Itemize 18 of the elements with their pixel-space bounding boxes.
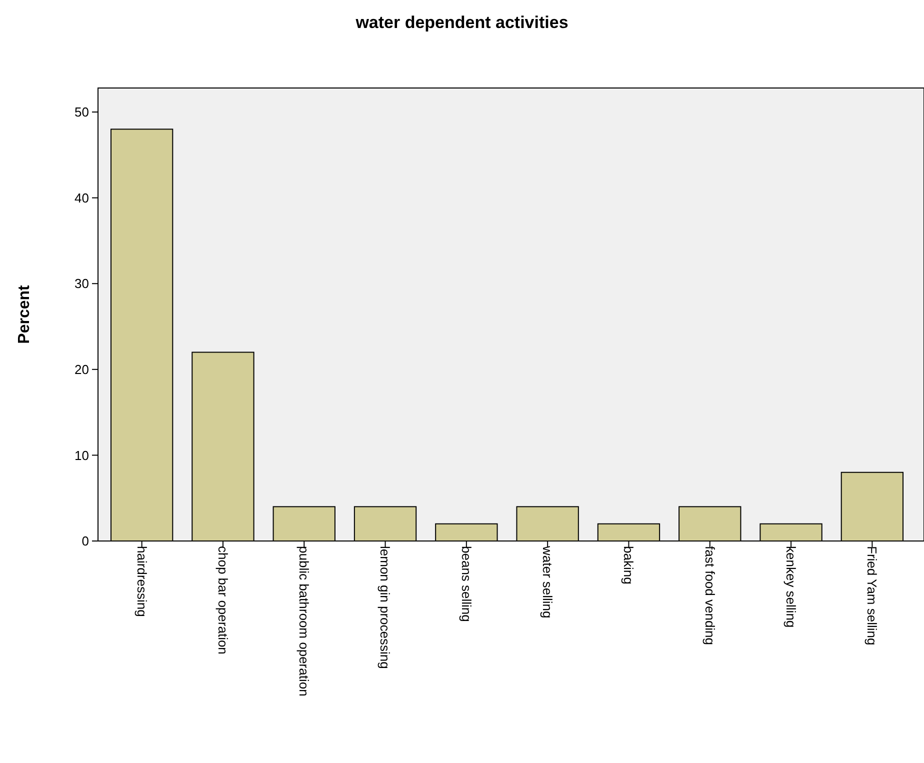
x-tick-label: beans selling xyxy=(458,546,474,622)
x-tick-label: public bathroom operation xyxy=(296,546,312,696)
x-tick-label: kenkey selling xyxy=(783,546,798,628)
y-tick-label: 40 xyxy=(74,190,89,206)
y-tick-label: 50 xyxy=(74,104,89,120)
x-tick-label: lemon gin processing xyxy=(378,546,393,669)
x-tick-label: Fried Yam selling xyxy=(864,546,880,646)
x-tick-label: water selling xyxy=(540,545,556,618)
y-tick-label: 10 xyxy=(74,448,89,463)
x-tick-label: baking xyxy=(621,546,636,584)
x-tick-label: chop bar operation xyxy=(215,546,230,654)
x-tick-label: fast food vending xyxy=(702,546,718,646)
x-tick-label: hairdressing xyxy=(134,546,150,617)
y-tick-label: 20 xyxy=(74,362,89,377)
y-tick-label: 30 xyxy=(74,276,89,292)
y-tick-label: 0 xyxy=(82,534,89,549)
y-axis-title: Percent xyxy=(16,284,33,344)
chart-title: water dependent activities xyxy=(354,13,568,32)
